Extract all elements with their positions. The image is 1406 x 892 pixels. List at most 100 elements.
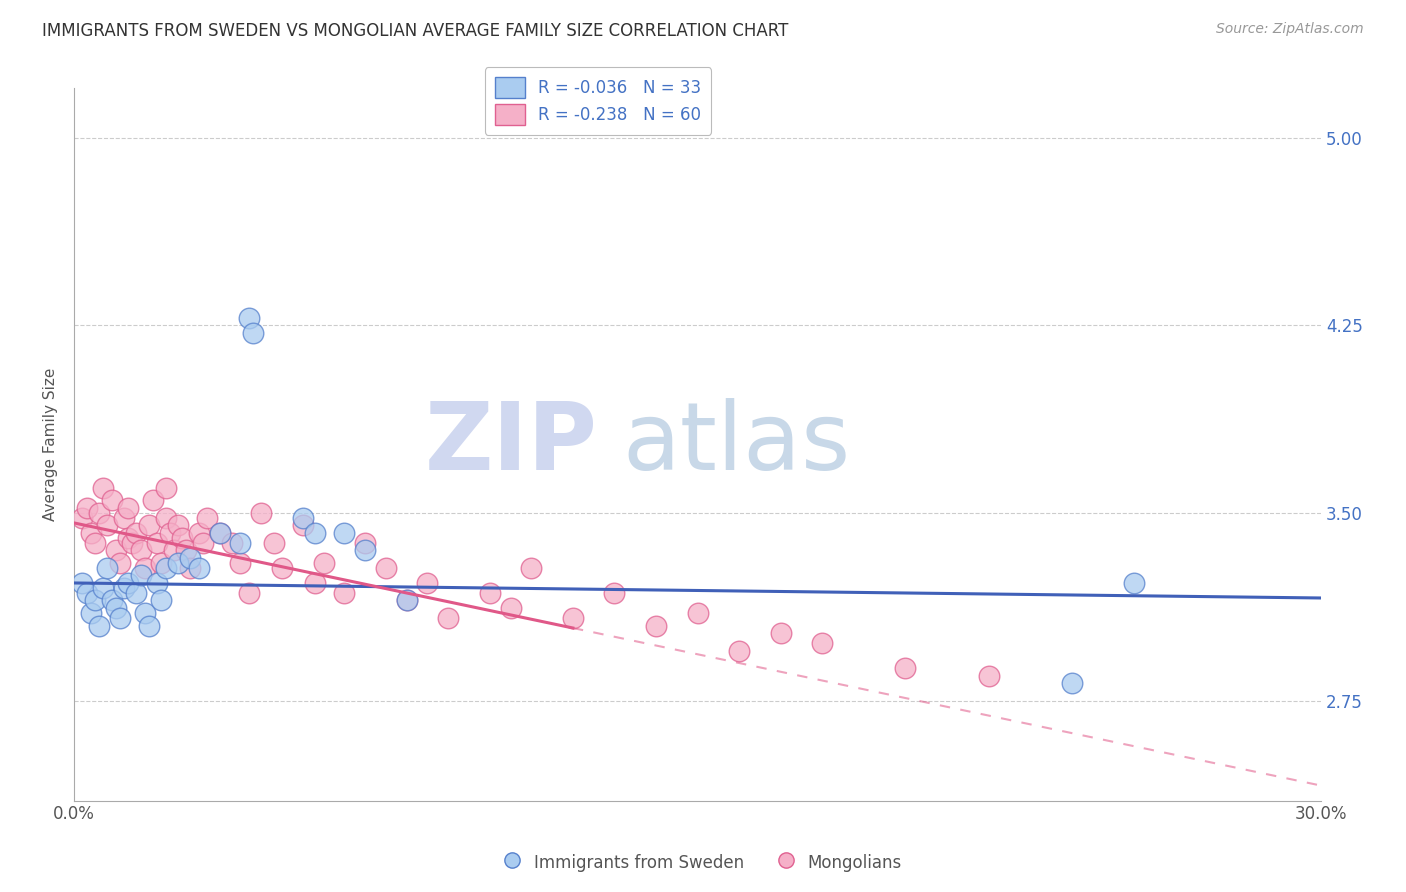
Point (125, 586, 148, 600)
Point (191, 536, 214, 550)
Point (728, 643, 751, 657)
Point (229, 556, 252, 570)
Point (499, 601, 522, 615)
Point (333, 586, 356, 600)
Point (72, 576, 94, 591)
Point (437, 611, 460, 625)
Point (104, 601, 127, 615)
Point (146, 536, 169, 550)
Point (354, 543, 377, 558)
Point (395, 593, 418, 607)
Point (208, 525, 231, 540)
Point (1060, 676, 1083, 690)
Point (117, 531, 139, 545)
Point (208, 525, 231, 540)
Point (80, 525, 103, 540)
Point (150, 556, 173, 570)
Point (146, 576, 169, 591)
Point (76, 500, 98, 515)
Point (271, 561, 294, 575)
Point (129, 568, 152, 582)
Point (80, 606, 103, 620)
Point (172, 531, 194, 545)
Point (112, 511, 135, 525)
Point (112, 581, 135, 595)
Point (96, 518, 118, 533)
Point (83, 593, 105, 607)
Point (134, 606, 156, 620)
Text: ZIP: ZIP (425, 398, 598, 490)
Point (76, 586, 98, 600)
Point (167, 518, 190, 533)
Point (304, 576, 326, 591)
Point (478, 586, 501, 600)
Point (91, 581, 114, 595)
Point (561, 611, 583, 625)
Point (100, 593, 122, 607)
Point (304, 525, 326, 540)
Point (603, 586, 626, 600)
Point (238, 586, 260, 600)
Point (238, 310, 260, 325)
Point (894, 661, 917, 675)
Point (121, 536, 143, 550)
Point (163, 543, 186, 558)
Point (117, 576, 139, 591)
Point (187, 525, 209, 540)
Text: IMMIGRANTS FROM SWEDEN VS MONGOLIAN AVERAGE FAMILY SIZE CORRELATION CHART: IMMIGRANTS FROM SWEDEN VS MONGOLIAN AVER… (42, 22, 789, 40)
Point (520, 561, 543, 575)
Point (176, 543, 198, 558)
Point (100, 493, 122, 508)
Text: Source: ZipAtlas.com: Source: ZipAtlas.com (1216, 22, 1364, 37)
Point (395, 593, 418, 607)
Point (138, 518, 160, 533)
Point (91, 481, 114, 495)
Point (977, 668, 1000, 682)
Point (221, 536, 243, 550)
Point (187, 561, 209, 575)
Point (229, 536, 252, 550)
Y-axis label: Average Family Size: Average Family Size (44, 368, 58, 521)
Point (150, 593, 173, 607)
Point (159, 525, 181, 540)
Legend: R = -0.036   N = 33, R = -0.238   N = 60: R = -0.036 N = 33, R = -0.238 N = 60 (485, 68, 711, 135)
Point (312, 556, 335, 570)
Point (645, 618, 668, 632)
Point (416, 576, 439, 591)
Point (686, 606, 709, 620)
Point (242, 326, 264, 340)
Point (155, 561, 177, 575)
Point (291, 511, 314, 525)
Point (129, 543, 152, 558)
Point (354, 536, 377, 550)
Point (179, 551, 201, 566)
Point (125, 525, 148, 540)
Point (117, 500, 139, 515)
Point (195, 511, 218, 525)
Point (1123, 576, 1146, 591)
Point (811, 636, 834, 650)
Point (83, 536, 105, 550)
Point (108, 611, 131, 625)
Point (167, 556, 190, 570)
Legend: Immigrants from Sweden, Mongolians: Immigrants from Sweden, Mongolians (498, 846, 908, 880)
Point (263, 536, 285, 550)
Point (333, 525, 356, 540)
Text: atlas: atlas (623, 398, 851, 490)
Point (87, 618, 110, 632)
Point (72, 511, 94, 525)
Point (108, 556, 131, 570)
Point (155, 481, 177, 495)
Point (374, 561, 396, 575)
Point (179, 561, 201, 575)
Point (291, 518, 314, 533)
Point (134, 561, 156, 575)
Point (96, 561, 118, 575)
Point (87, 506, 110, 520)
Point (104, 543, 127, 558)
Point (155, 511, 177, 525)
Point (250, 506, 273, 520)
Point (138, 618, 160, 632)
Point (769, 626, 792, 640)
Point (142, 493, 165, 508)
